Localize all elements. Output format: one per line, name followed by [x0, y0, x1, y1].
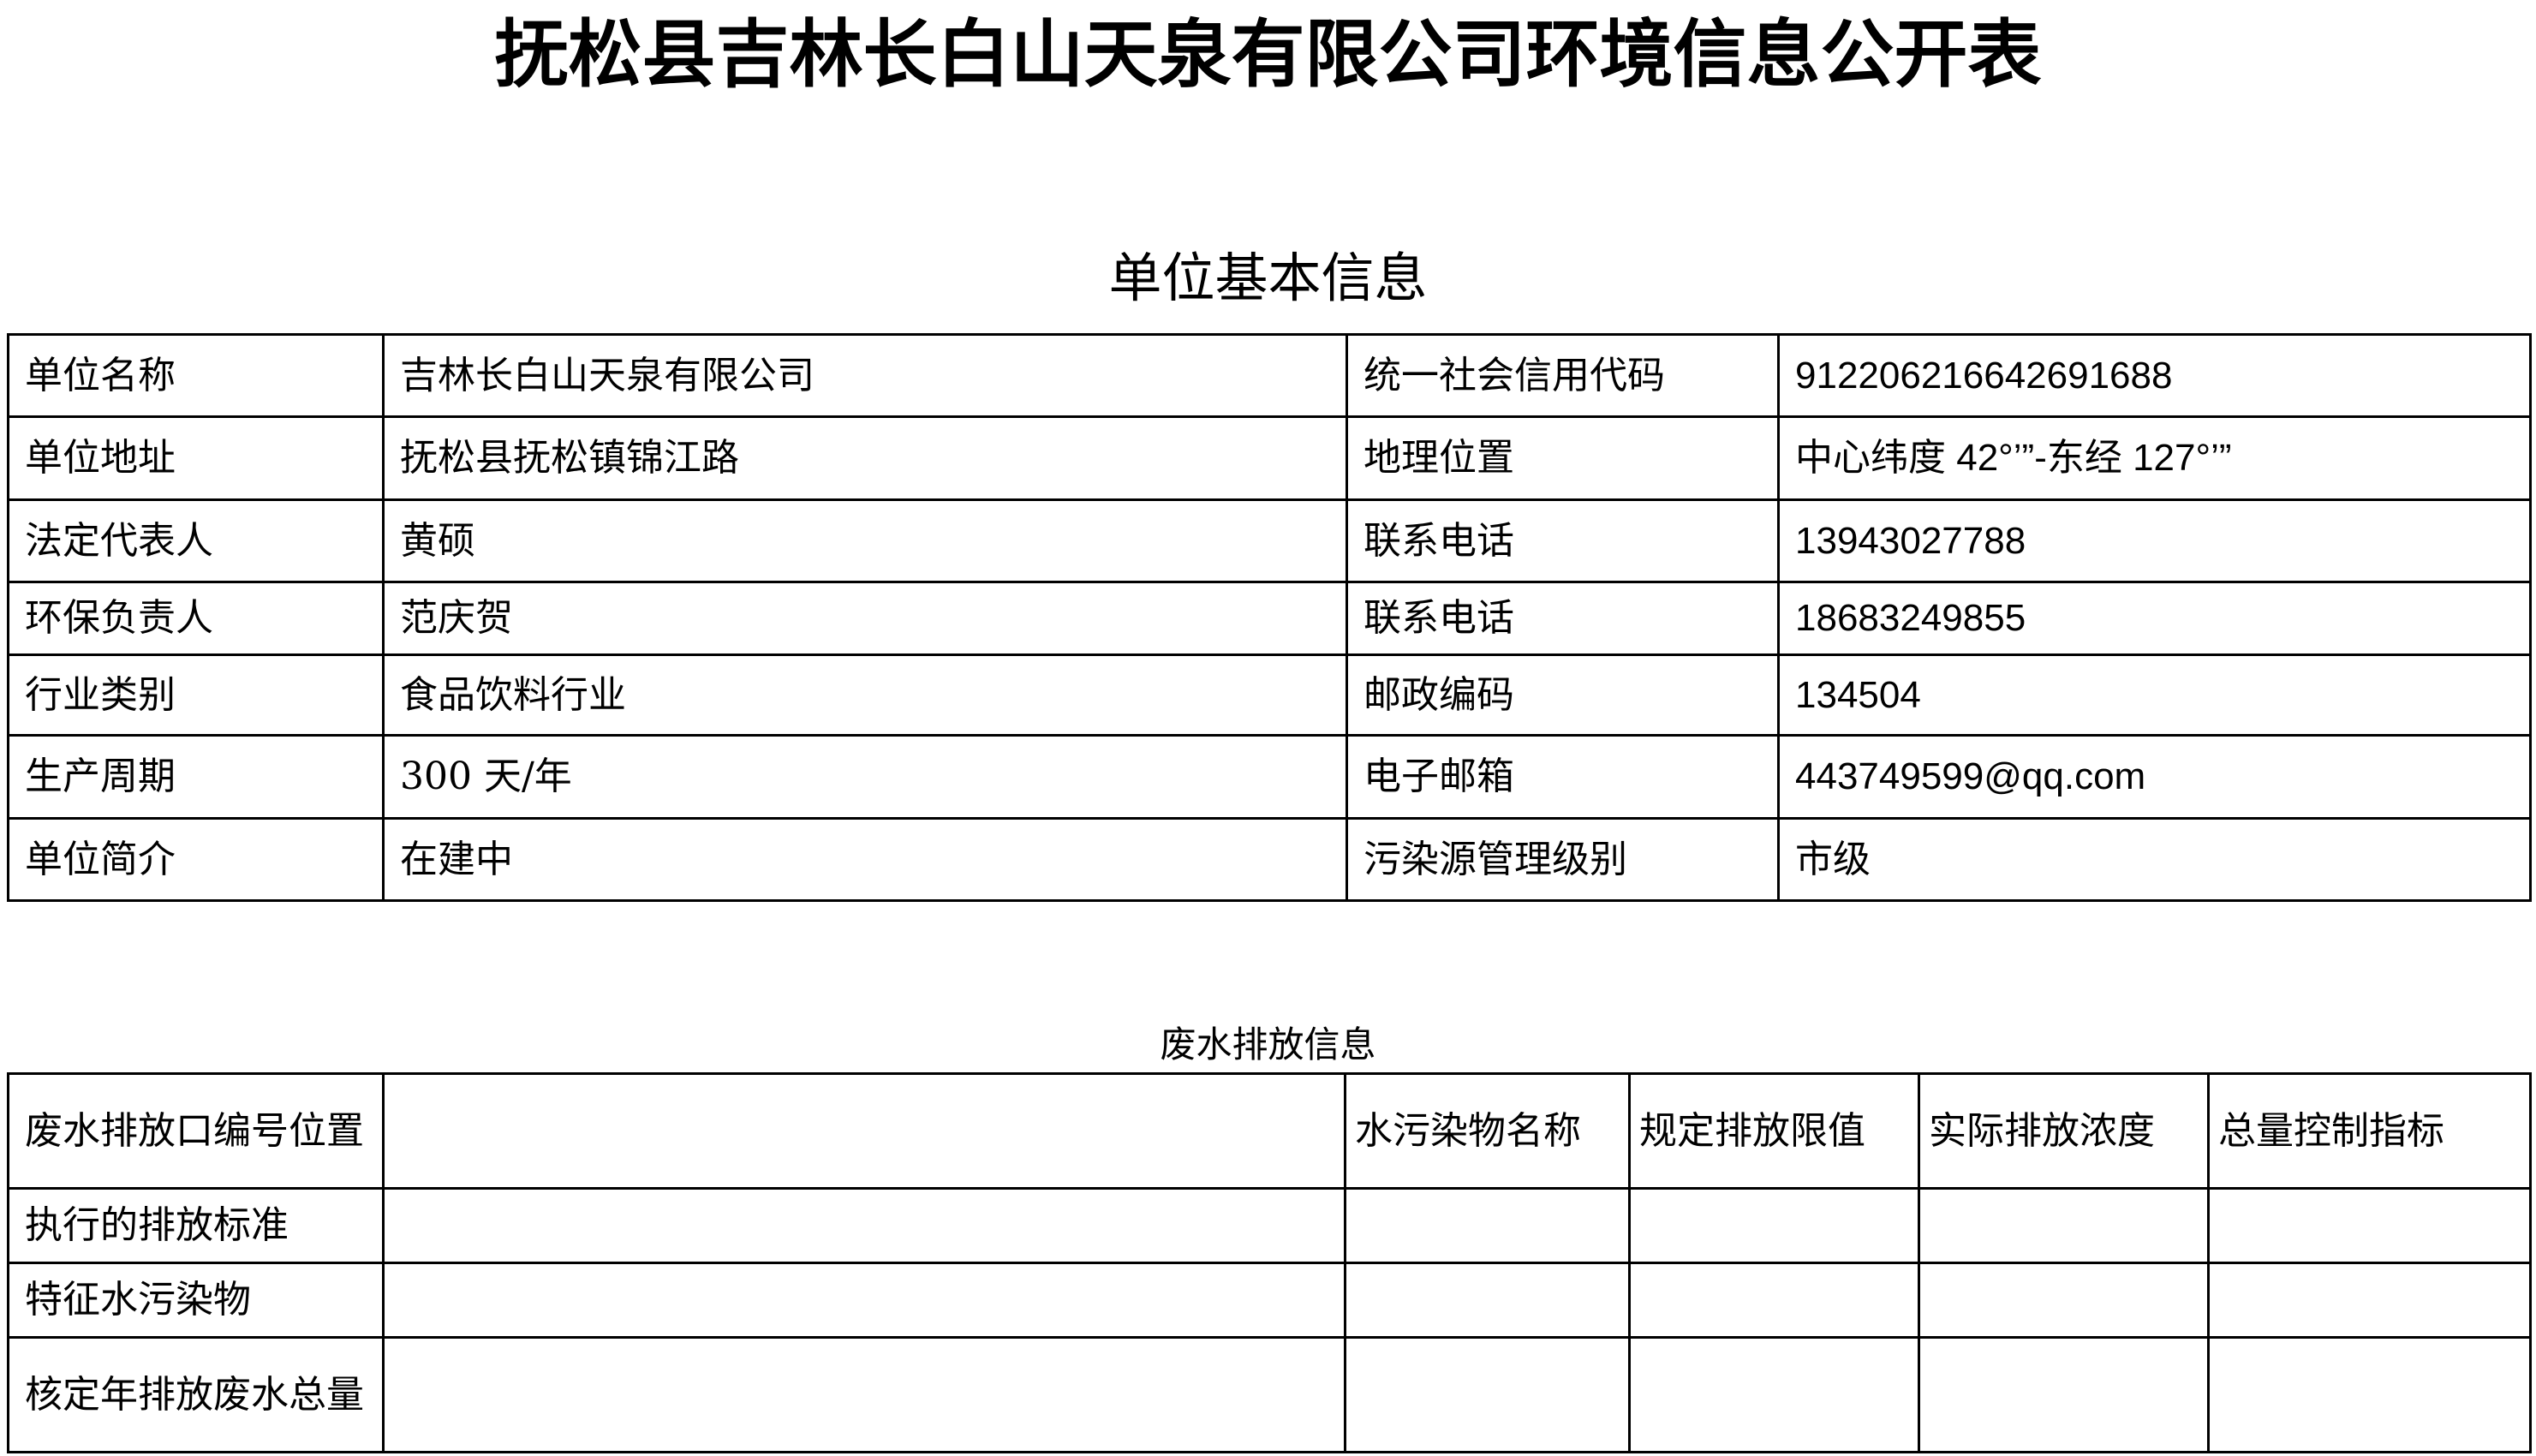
header-row: 废水排放口编号位置 水污染物名称 规定排放限值 实际排放浓度 总量控制指标: [7, 1072, 2532, 1190]
empty-cell: [382, 1336, 1346, 1453]
field-value: 黄硕: [382, 498, 1348, 583]
empty-cell: [1344, 1187, 1631, 1264]
field-label: 行业类别: [7, 653, 385, 737]
empty-cell: [382, 1187, 1346, 1264]
table-row: 核定年排放废水总量: [7, 1336, 2532, 1453]
field-value: 13943027788: [1777, 498, 2532, 583]
column-header: 水污染物名称: [1344, 1072, 1631, 1190]
field-label: 法定代表人: [7, 498, 385, 583]
row-label: 特征水污染物: [7, 1262, 385, 1339]
field-value: 市级: [1777, 817, 2532, 902]
table-row: 特征水污染物: [7, 1262, 2532, 1339]
table-row: 法定代表人 黄硕 联系电话 13943027788: [7, 498, 2532, 583]
field-label: 电子邮箱: [1346, 734, 1780, 820]
table-row: 单位简介 在建中 污染源管理级别 市级: [7, 817, 2532, 902]
field-value: 中心纬度 42°’”-东经 127°’”: [1777, 415, 2532, 501]
row-label: 执行的排放标准: [7, 1187, 385, 1264]
empty-cell: [2207, 1262, 2532, 1339]
empty-cell: [2207, 1187, 2532, 1264]
table-row: 环保负责人 范庆贺 联系电话 18683249855: [7, 581, 2532, 656]
empty-cell: [1628, 1336, 1920, 1453]
table-row: 单位名称 吉林长白山天泉有限公司 统一社会信用代码 91220621664269168…: [7, 333, 2532, 418]
field-label: 环保负责人: [7, 581, 385, 656]
field-value: 134504: [1777, 653, 2532, 737]
empty-cell: [1918, 1336, 2210, 1453]
empty-cell: [1628, 1262, 1920, 1339]
basic-info-heading: 单位基本信息: [1108, 247, 1428, 309]
field-value: 在建中: [382, 817, 1348, 902]
field-label: 单位简介: [7, 817, 385, 902]
field-value: 91220621664269168​8: [1777, 333, 2532, 418]
wastewater-table: 废水排放口编号位置 水污染物名称 规定排放限值 实际排放浓度 总量控制指标执行的排放标准…: [7, 1072, 2532, 1453]
table-row: 执行的排放标准: [7, 1187, 2532, 1264]
basic-info-table: 单位名称 吉林长白山天泉有限公司 统一社会信用代码 91220621664269168…: [7, 333, 2532, 902]
table-row: 生产周期 300 天/年 电子邮箱 443749599@qq.com: [7, 734, 2532, 820]
document-title: 抚松县吉林长白山天泉有限公司环境信息公开表: [494, 12, 2042, 98]
row-label: 核定年排放废水总量: [7, 1336, 385, 1453]
field-value: 范庆贺: [382, 581, 1348, 656]
empty-cell: [382, 1262, 1346, 1339]
field-value: 300 天/年: [382, 734, 1348, 820]
field-label: 联系电话: [1346, 498, 1780, 583]
empty-cell: [1344, 1262, 1631, 1339]
field-value: 食品饮料行业: [382, 653, 1348, 737]
field-value: 吉林长白山天泉有限公司: [382, 333, 1348, 418]
table-row: 行业类别 食品饮料行业 邮政编码 134504: [7, 653, 2532, 737]
outlet-location-label: 废水排放口编号位置: [7, 1072, 385, 1190]
field-label: 单位名称: [7, 333, 385, 418]
field-label: 污染源管理级别: [1346, 817, 1780, 902]
field-label: 统一社会信用代码: [1346, 333, 1780, 418]
wastewater-heading: 废水排放信息: [1160, 1023, 1376, 1065]
empty-cell: [1918, 1187, 2210, 1264]
field-label: 地理位置: [1346, 415, 1780, 501]
field-value: 443749599@qq.com: [1777, 734, 2532, 820]
empty-cell: [1628, 1187, 1920, 1264]
outlet-location-value: [382, 1072, 1346, 1190]
column-header: 实际排放浓度: [1918, 1072, 2210, 1190]
empty-cell: [2207, 1336, 2532, 1453]
field-value: 抚松县抚松镇锦江路: [382, 415, 1348, 501]
empty-cell: [1918, 1262, 2210, 1339]
column-header: 总量控制指标: [2207, 1072, 2532, 1190]
empty-cell: [1344, 1336, 1631, 1453]
field-label: 邮政编码: [1346, 653, 1780, 737]
field-label: 单位地址: [7, 415, 385, 501]
field-label: 生产周期: [7, 734, 385, 820]
field-value: 18683249855: [1777, 581, 2532, 656]
column-header: 规定排放限值: [1628, 1072, 1920, 1190]
table-row: 单位地址 抚松县抚松镇锦江路 地理位置 中心纬度 42°’”-东经 127°’”: [7, 415, 2532, 501]
field-label: 联系电话: [1346, 581, 1780, 656]
